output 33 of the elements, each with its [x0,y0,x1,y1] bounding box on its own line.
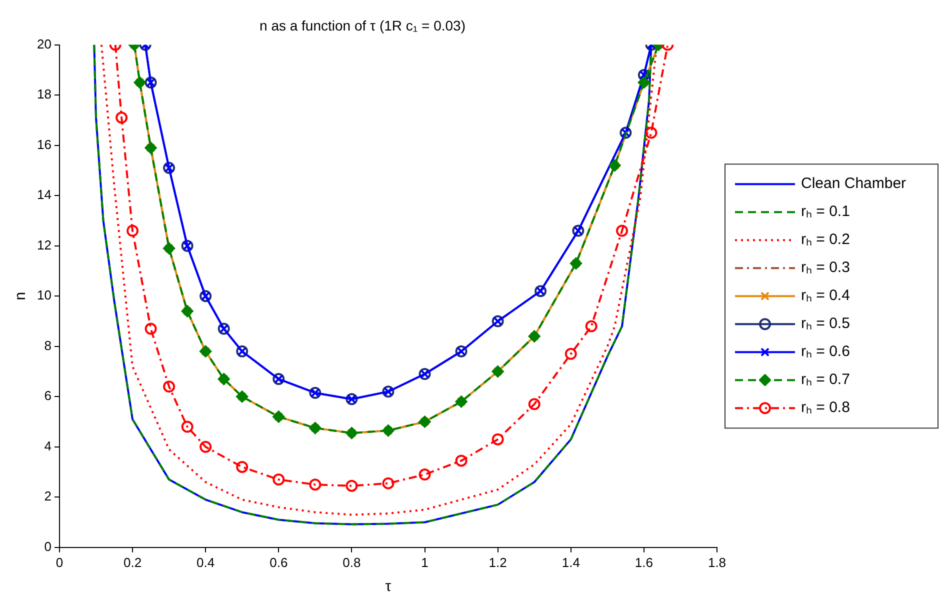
y-tick-label: 20 [36,36,52,52]
y-tick-label: 2 [44,488,52,504]
legend-label: rₕ = 0.5 [801,315,850,332]
x-axis-title: τ [385,578,392,596]
x-tick-label: 0.4 [196,554,215,570]
y-tick-label: 16 [36,136,52,152]
chart-title: n as a function of τ (1R c₁ = 0.03) [260,17,466,34]
legend-label: rₕ = 0.2 [801,231,850,248]
y-tick-label: 10 [36,288,52,303]
legend-label: Clean Chamber [801,175,906,192]
legend-label: rₕ = 0.6 [801,343,850,360]
legend-label: rₕ = 0.4 [801,287,850,304]
x-tick-label: 0.8 [342,554,361,570]
y-tick-label: 0 [44,538,52,554]
x-tick-label: 0.6 [270,554,288,570]
x-tick-label: 1.6 [634,554,653,570]
legend-label: rₕ = 0.3 [801,259,850,276]
legend-label: rₕ = 0.7 [801,371,850,388]
y-tick-label: 12 [36,237,52,252]
legend-label: rₕ = 0.8 [801,399,850,416]
x-tick-label: 1 [421,554,428,570]
y-tick-label: 8 [44,338,52,353]
x-tick-label: 0 [56,554,64,570]
x-tick-label: 1.2 [488,554,507,570]
x-tick-label: 1.4 [562,554,580,570]
x-tick-label: 1.8 [708,554,726,570]
x-tick-label: 0.2 [123,554,142,570]
y-tick-label: 6 [44,388,52,404]
y-tick-label: 14 [36,187,52,202]
y-axis-title: n [12,292,30,300]
legend-label: rₕ = 0.1 [801,203,850,220]
y-tick-label: 18 [36,86,52,102]
y-tick-label: 4 [44,438,52,454]
